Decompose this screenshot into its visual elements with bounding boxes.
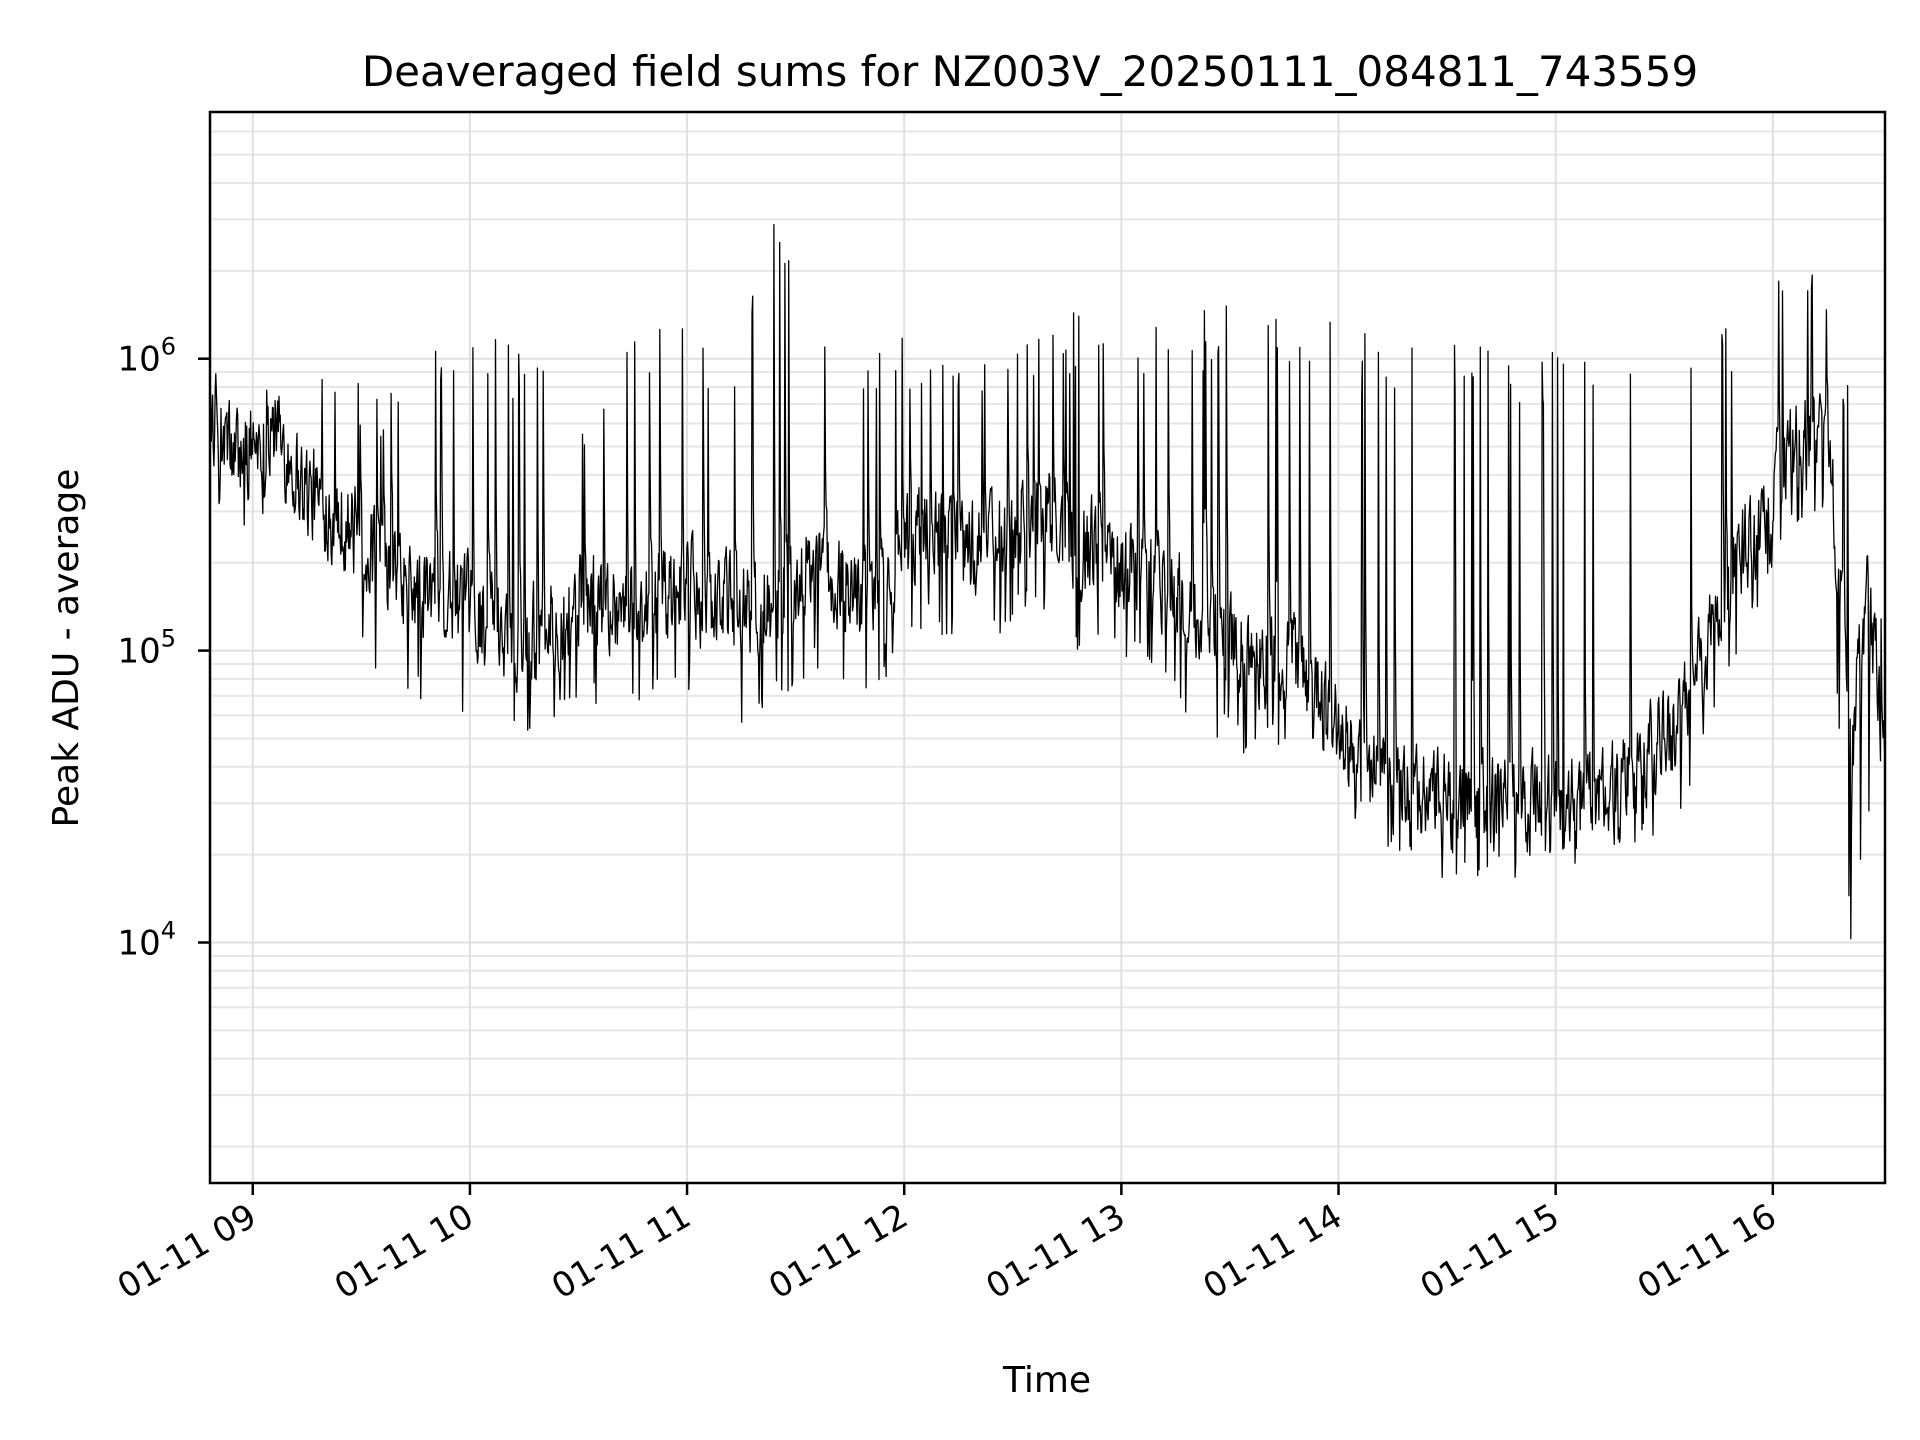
x-tick-label: 01-11 13 <box>979 1196 1131 1307</box>
series-line <box>209 224 1886 940</box>
y-axis-label: Peak ADU - average <box>46 469 87 828</box>
x-tick-label: 01-11 10 <box>328 1196 480 1307</box>
y-tick-label: 105 <box>117 625 176 672</box>
y-ticks: 104 105 106 <box>117 333 210 963</box>
x-tick-label: 01-11 11 <box>545 1196 697 1307</box>
y-tick-label: 104 <box>117 916 176 963</box>
series-group <box>209 224 1886 940</box>
y-tick-exponent: 5 <box>161 625 176 653</box>
chart-title: Deaveraged field sums for NZ003V_2025011… <box>362 47 1698 96</box>
x-tick-label: 01-11 15 <box>1414 1196 1566 1307</box>
x-tick-label: 01-11 14 <box>1197 1196 1349 1307</box>
y-tick-label: 106 <box>117 333 176 380</box>
y-tick-exponent: 4 <box>161 916 176 944</box>
grid <box>210 111 1885 1183</box>
plot-frame <box>208 110 1887 1185</box>
x-axis-label: Time <box>1002 1360 1091 1401</box>
x-tick-label: 01-11 09 <box>111 1196 263 1307</box>
x-tick-label: 01-11 16 <box>1631 1196 1783 1307</box>
y-tick-exponent: 6 <box>161 333 176 361</box>
x-ticks: 01-11 09 01-11 10 01-11 11 01-11 12 01-11 13… <box>111 1183 1783 1307</box>
x-tick-label: 01-11 12 <box>762 1196 914 1307</box>
